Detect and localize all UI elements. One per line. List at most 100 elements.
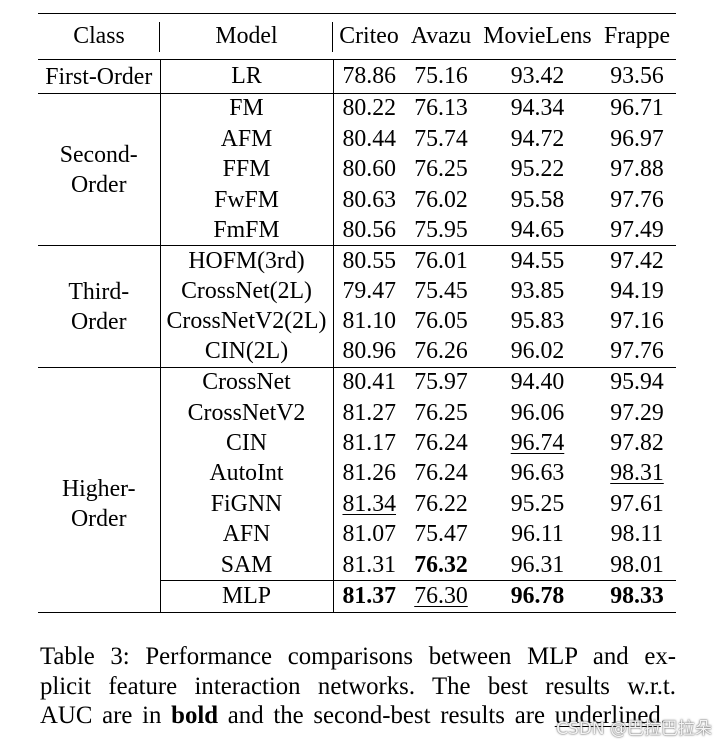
value-cell-criteo: 81.17 — [332, 428, 405, 459]
table-row: AutoInt 81.26 76.24 96.63 98.31 — [38, 458, 676, 490]
table-row: MLP 81.37 76.30 96.78 98.33 — [38, 580, 676, 613]
value-cell-avazu: 75.74 — [414, 125, 468, 152]
value-cell-movielens: 95.25 — [510, 490, 565, 517]
value-cell-frappe: 96.97 — [610, 125, 664, 152]
model-name-cell: FFM — [159, 154, 333, 185]
value-cell-frappe: 97.49 — [610, 216, 664, 243]
value-cell-movielens: 94.40 — [477, 366, 598, 398]
model-name-cell: CIN(2L) — [159, 337, 333, 368]
results-table: Class Model Criteo Avazu MovieLens Frapp… — [38, 13, 676, 613]
value-cell-movielens: 93.42 — [510, 63, 565, 89]
caption-bold-word: bold — [171, 702, 219, 729]
value-cell-criteo: 81.26 — [332, 458, 405, 490]
value-cell-avazu: 76.05 — [414, 308, 468, 335]
caption-underlined-word: underlined — [554, 702, 661, 729]
value-cell-criteo: 80.63 — [332, 184, 405, 216]
caption-line-1: Table 3: Performance comparisons between… — [40, 643, 676, 670]
value-cell-frappe: 97.76 — [610, 338, 664, 365]
class-label-line: Order — [71, 308, 127, 335]
value-cell-movielens: 94.65 — [510, 216, 565, 243]
table-row: CrossNetV2 81.27 76.25 96.06 97.29 — [38, 397, 676, 429]
value-cell-frappe: 93.56 — [610, 63, 664, 89]
value-cell-movielens: 94.34 — [477, 92, 598, 124]
model-name-cell: CrossNet(2L) — [159, 276, 333, 307]
model-name-cell: HOFM(3rd) — [159, 245, 333, 277]
value-cell-criteo: 81.07 — [332, 519, 405, 551]
header-movielens: MovieLens — [477, 13, 598, 60]
value-cell-movielens: 96.11 — [511, 521, 564, 548]
watermark: CSDN @巴拉巴拉朵 — [556, 719, 712, 739]
value-cell-avazu: 76.25 — [414, 399, 468, 426]
value-cell-frappe: 96.71 — [598, 92, 676, 124]
value-cell-movielens: 96.74 — [510, 430, 565, 457]
table-caption: Table 3: Performance comparisons between… — [40, 642, 676, 731]
value-cell-criteo: 80.22 — [332, 92, 405, 124]
value-cell-avazu: 76.02 — [414, 186, 468, 213]
value-cell-frappe: 97.88 — [610, 156, 664, 183]
table-row: Third- Order HOFM(3rd) 80.55 76.01 94.55 97.42 — [38, 245, 676, 368]
value-cell-frappe: 97.82 — [610, 430, 664, 457]
model-name-cell: AutoInt — [159, 458, 333, 490]
value-cell-frappe: 94.19 — [610, 277, 664, 304]
table-row: AFM 80.44 75.74 94.72 96.97 — [38, 123, 676, 155]
value-cell-frappe: 98.33 — [598, 580, 676, 613]
value-cell-movielens: 94.72 — [510, 125, 565, 152]
value-cell-avazu: 76.24 — [414, 430, 468, 457]
value-cell-movielens: 94.55 — [477, 245, 598, 277]
table-row: FwFM 80.63 76.02 95.58 97.76 — [38, 184, 676, 216]
table-row: CrossNetV2(2L) 81.10 76.05 95.83 97.16 — [38, 306, 676, 337]
value-cell-frappe: 97.29 — [610, 399, 664, 426]
value-cell-movielens: 96.31 — [510, 551, 565, 578]
class-label-line: Higher- — [61, 475, 136, 502]
value-cell-movielens: 96.02 — [510, 338, 565, 365]
table-row: CrossNet(2L) 79.47 75.45 93.85 94.19 — [38, 276, 676, 307]
value-cell-avazu: 75.97 — [405, 366, 477, 398]
header-avazu: Avazu — [405, 13, 477, 60]
value-cell-criteo: 80.56 — [332, 215, 405, 246]
header-row: Class Model Criteo Avazu MovieLens Frapp… — [38, 13, 676, 60]
value-cell-avazu: 76.30 — [405, 580, 477, 613]
value-cell-avazu: 76.22 — [414, 490, 468, 517]
value-cell-movielens: 95.22 — [510, 156, 565, 183]
class-label-line: Order — [71, 171, 127, 198]
value-cell-criteo: 81.10 — [332, 306, 405, 337]
model-name-cell: FM — [159, 92, 333, 124]
value-cell-frappe: 97.16 — [610, 308, 664, 335]
model-name-cell: CrossNetV2 — [159, 397, 333, 429]
caption-text: AUC are in — [40, 702, 172, 729]
class-label: Second- Order — [38, 92, 160, 246]
value-cell-movielens: 96.78 — [477, 580, 598, 613]
class-label: Third- Order — [38, 245, 160, 368]
table-row: FiGNN 81.34 76.22 95.25 97.61 — [38, 489, 676, 520]
value-cell-criteo: 81.27 — [332, 397, 405, 429]
value-cell-frappe: 97.61 — [610, 490, 664, 517]
table-row: SAM 81.31 76.32 96.31 98.01 — [38, 550, 676, 581]
value-cell-avazu: 76.24 — [414, 460, 468, 487]
value-cell-frappe: 98.11 — [610, 521, 664, 548]
value-cell-avazu: 75.95 — [414, 216, 468, 243]
header-frappe: Frappe — [598, 13, 676, 60]
table-row: FFM 80.60 76.25 95.22 97.88 — [38, 154, 676, 185]
value-cell-criteo: 80.55 — [332, 245, 405, 277]
class-label: First-Order — [38, 60, 160, 94]
model-name-cell: AFN — [159, 519, 333, 551]
value-cell-avazu: 76.26 — [414, 338, 468, 365]
model-name-cell: LR — [159, 59, 333, 94]
value-cell-avazu: 75.47 — [414, 521, 468, 548]
value-cell-criteo: 81.31 — [332, 550, 405, 581]
table-row: AFN 81.07 75.47 96.11 98.11 — [38, 519, 676, 551]
model-name-cell: FmFM — [159, 215, 333, 246]
class-label-line: Second- — [59, 141, 138, 168]
model-name-cell: FwFM — [159, 184, 333, 216]
caption-text: and the second-best results are — [218, 702, 555, 729]
header-model: Model — [159, 13, 333, 60]
value-cell-frappe: 98.01 — [610, 551, 664, 578]
caption-period: . — [660, 702, 667, 729]
value-cell-criteo: 80.41 — [332, 366, 405, 398]
value-cell-frappe: 95.94 — [598, 366, 676, 398]
caption-line-3: AUC are in bold and the second-best resu… — [40, 701, 667, 731]
value-cell-frappe: 97.42 — [598, 245, 676, 277]
model-name-cell: FiGNN — [159, 489, 333, 520]
table-row: First-Order LR 78.86 75.16 93.42 93.56 — [38, 59, 676, 94]
class-label: Higher- Order — [38, 366, 160, 613]
